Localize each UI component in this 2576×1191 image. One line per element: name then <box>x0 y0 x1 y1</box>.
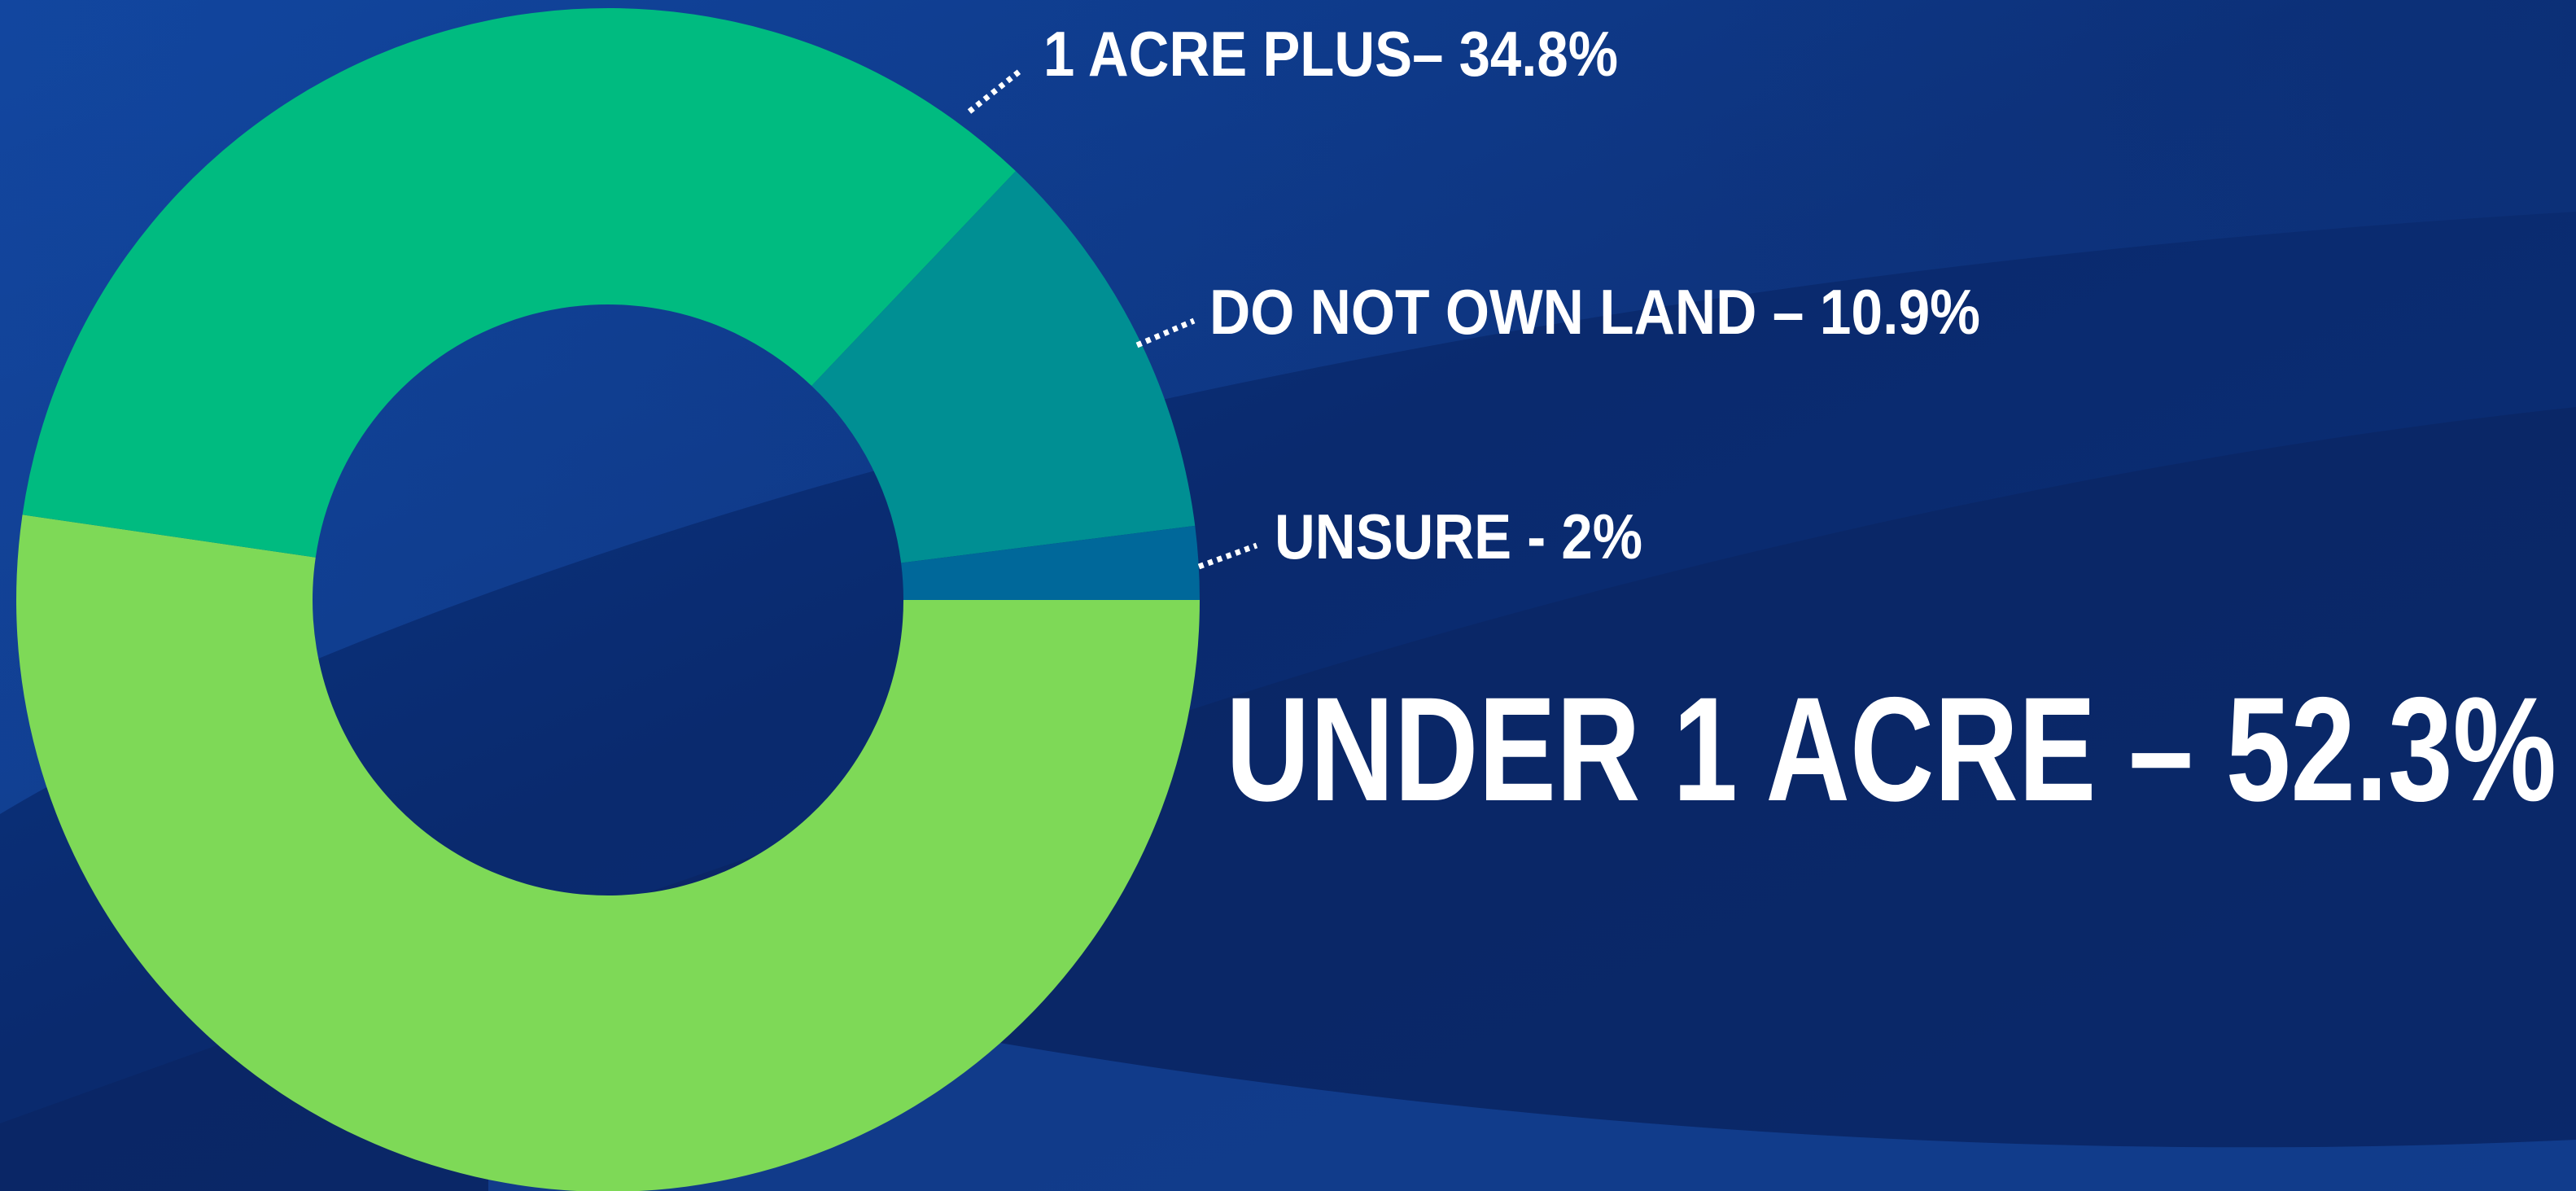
donut-slice <box>811 171 1196 563</box>
data-label: 1 ACRE PLUS– 34.8% <box>1043 18 1618 90</box>
data-label: UNDER 1 ACRE – 52.3% <box>1226 666 2556 832</box>
background-wave <box>488 936 2576 1191</box>
leader-line <box>967 67 1025 114</box>
donut-slice <box>16 514 1200 1191</box>
data-label: UNSURE - 2% <box>1275 501 1642 572</box>
donut-slice <box>22 7 1016 558</box>
donut-slice <box>901 525 1200 600</box>
data-label: DO NOT OWN LAND – 10.9% <box>1209 276 1980 348</box>
leader-line <box>1197 542 1258 570</box>
leader-line <box>1135 317 1196 348</box>
